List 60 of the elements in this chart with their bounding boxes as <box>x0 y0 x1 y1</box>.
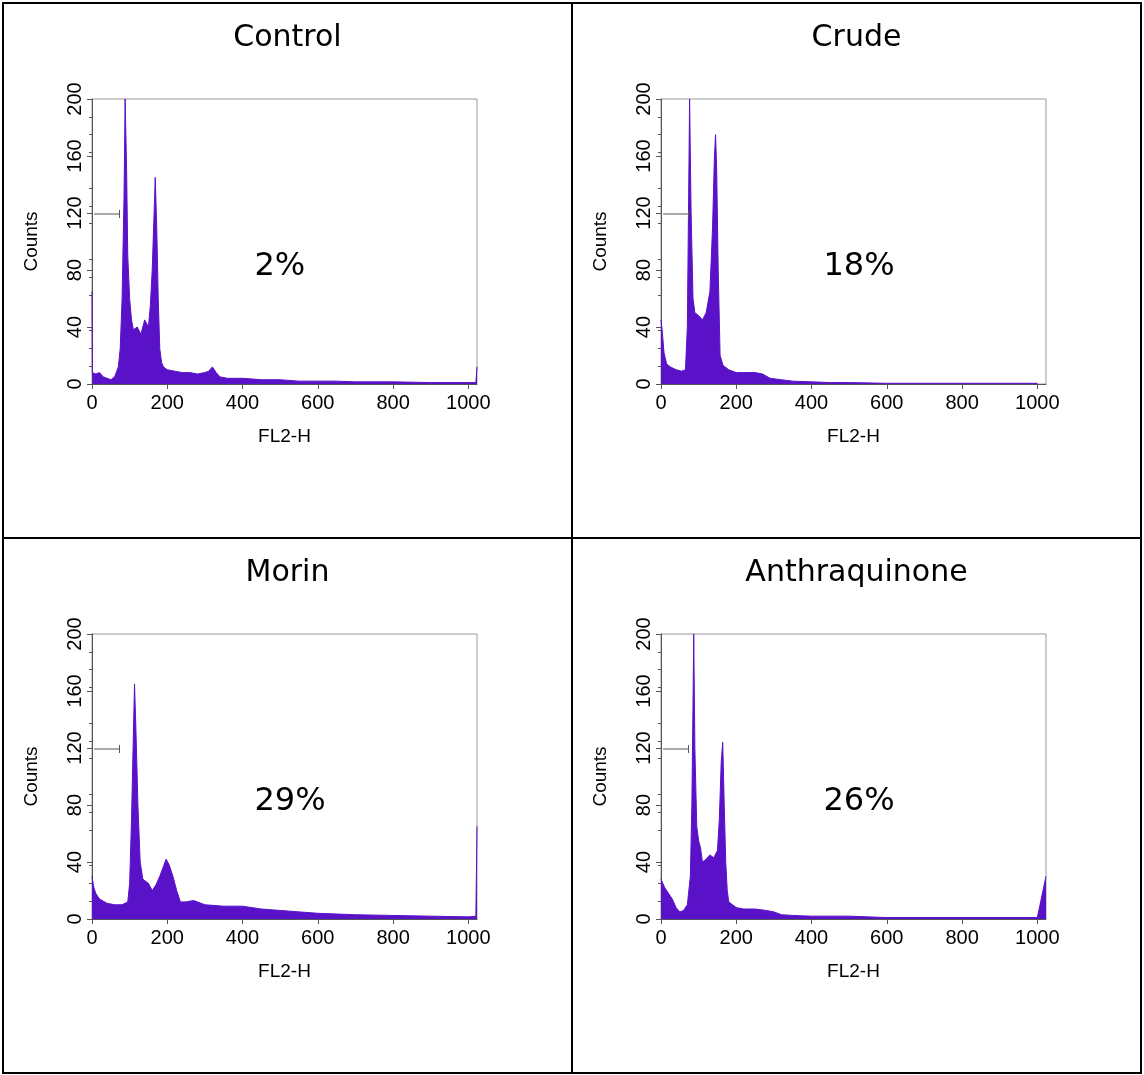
x-tick-label: 1000 <box>446 391 491 413</box>
y-tick-label: 0 <box>632 913 654 925</box>
y-axis-title: Counts <box>589 211 610 272</box>
y-tick-label: 80 <box>632 793 654 817</box>
y-tick-label: 160 <box>63 674 85 708</box>
y-tick-label: 160 <box>632 139 654 173</box>
x-tick-label: 1000 <box>1015 391 1060 413</box>
y-tick-label: 160 <box>632 674 654 708</box>
x-tick-label: 400 <box>225 391 260 413</box>
chart-title: Anthraquinone <box>744 553 969 588</box>
x-tick-label: 800 <box>376 926 410 948</box>
x-tick-label: 200 <box>719 926 753 948</box>
y-tick-label: 120 <box>632 731 654 765</box>
y-tick-label: 40 <box>63 315 85 339</box>
y-tick-label: 40 <box>632 850 654 874</box>
x-axis-title: FL2-H <box>827 960 880 981</box>
y-tick-label: 160 <box>63 139 85 173</box>
x-tick-label: 200 <box>150 391 184 413</box>
y-tick-label: 40 <box>632 315 654 339</box>
y-axis-title: Counts <box>20 211 41 272</box>
annotation: 29% <box>254 780 326 819</box>
x-tick-label: 800 <box>376 391 410 413</box>
x-tick-label: 1000 <box>1015 926 1060 948</box>
annotation: 2% <box>254 245 306 284</box>
x-tick-label: 200 <box>719 391 753 413</box>
y-axis-title: Counts <box>20 746 41 807</box>
x-tick-label: 1000 <box>446 926 491 948</box>
y-tick-label: 120 <box>63 731 85 765</box>
y-tick-label: 80 <box>63 793 85 817</box>
x-tick-label: 400 <box>794 926 829 948</box>
x-tick-label: 600 <box>301 391 335 413</box>
chart-title: Crude <box>810 18 903 53</box>
y-axis-title: Counts <box>589 746 610 807</box>
x-tick-label: 400 <box>225 926 260 948</box>
y-tick-label: 120 <box>63 196 85 230</box>
y-tick-label: 200 <box>632 82 654 116</box>
x-tick-label: 600 <box>870 391 904 413</box>
y-tick-label: 40 <box>63 850 85 874</box>
y-tick-label: 200 <box>632 617 654 651</box>
x-tick-label: 400 <box>794 391 829 413</box>
y-tick-label: 0 <box>63 378 85 390</box>
x-tick-label: 800 <box>945 926 979 948</box>
annotation: 26% <box>823 780 895 819</box>
y-tick-label: 200 <box>63 82 85 116</box>
x-tick-label: 600 <box>870 926 904 948</box>
annotation: 18% <box>823 245 895 284</box>
x-axis-title: FL2-H <box>827 425 880 446</box>
x-tick-label: 600 <box>301 926 335 948</box>
x-tick-label: 200 <box>150 926 184 948</box>
chart-title: Control <box>232 18 343 53</box>
x-axis-title: FL2-H <box>258 960 311 981</box>
x-tick-label: 800 <box>945 391 979 413</box>
x-axis-title: FL2-H <box>258 425 311 446</box>
chart-title: Morin <box>244 553 331 588</box>
y-tick-label: 80 <box>632 258 654 282</box>
y-tick-label: 0 <box>63 913 85 925</box>
y-tick-label: 80 <box>63 258 85 282</box>
y-tick-label: 200 <box>63 617 85 651</box>
y-tick-label: 120 <box>632 196 654 230</box>
y-tick-label: 0 <box>632 378 654 390</box>
